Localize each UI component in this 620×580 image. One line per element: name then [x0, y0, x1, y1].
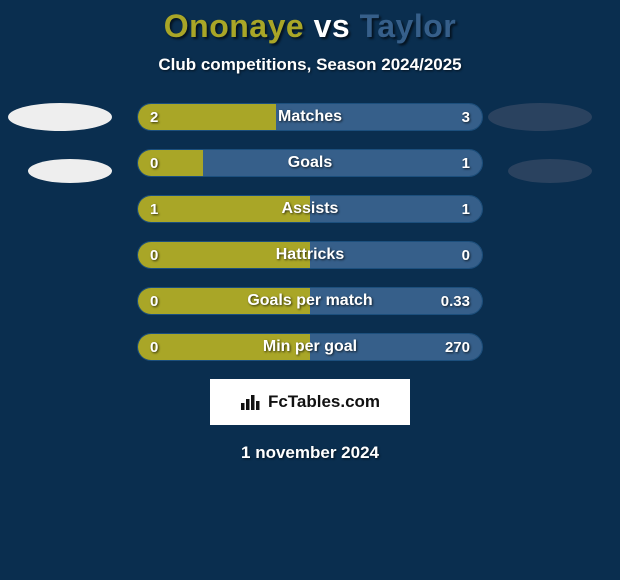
stat-value-right: 3 [462, 104, 470, 130]
stat-row: Goals0 1 [137, 149, 483, 177]
stat-value-right: 0.33 [441, 288, 470, 314]
player-badge-ellipse [488, 103, 592, 131]
stat-value-left: 0 [150, 150, 158, 176]
stat-label: Min per goal [138, 334, 482, 360]
stat-value-right: 1 [462, 196, 470, 222]
stat-value-left: 2 [150, 104, 158, 130]
title-left-name: Ononaye [164, 8, 304, 44]
stat-bars: Matches23Goals01Assists11Hattricks00Goal… [137, 103, 483, 361]
stat-row: Goals per match0 0.33 [137, 287, 483, 315]
page-title: Ononaye vs Taylor [0, 8, 620, 45]
stat-label: Hattricks [138, 242, 482, 268]
player-badge-ellipse [28, 159, 112, 183]
title-separator: vs [314, 8, 351, 44]
stat-label: Assists [138, 196, 482, 222]
stat-value-right: 270 [445, 334, 470, 360]
stat-row: Matches2 3 [137, 103, 483, 131]
comparison-card: Ononaye vs Taylor Club competitions, Sea… [0, 0, 620, 580]
stat-value-left: 0 [150, 288, 158, 314]
stat-value-left: 0 [150, 334, 158, 360]
player-badge-ellipse [508, 159, 592, 183]
stat-value-right: 1 [462, 150, 470, 176]
bar-chart-icon [240, 393, 262, 411]
player-badge-ellipse [8, 103, 112, 131]
stat-value-left: 1 [150, 196, 158, 222]
stat-row: Hattricks0 0 [137, 241, 483, 269]
stat-value-right: 0 [462, 242, 470, 268]
date-label: 1 november 2024 [0, 443, 620, 463]
brand-text: FcTables.com [268, 392, 380, 412]
brand-badge: FcTables.com [210, 379, 410, 425]
stat-row: Assists1 1 [137, 195, 483, 223]
stat-value-left: 0 [150, 242, 158, 268]
title-right-name: Taylor [360, 8, 457, 44]
stat-label: Goals per match [138, 288, 482, 314]
stat-row: Min per goal0 270 [137, 333, 483, 361]
stat-label: Matches [138, 104, 482, 130]
subtitle: Club competitions, Season 2024/2025 [0, 55, 620, 75]
chart-area: Matches23Goals01Assists11Hattricks00Goal… [0, 103, 620, 361]
stat-label: Goals [138, 150, 482, 176]
